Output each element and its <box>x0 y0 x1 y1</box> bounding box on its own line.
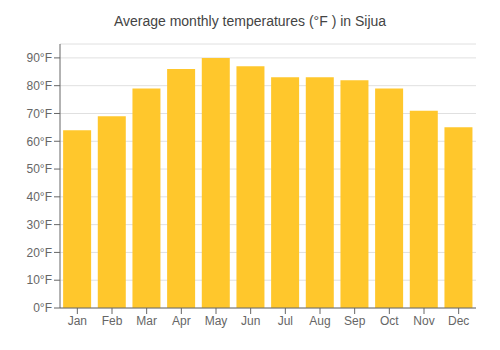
svg-text:0°F: 0°F <box>33 301 52 315</box>
svg-text:Jul: Jul <box>278 314 293 328</box>
svg-text:Dec: Dec <box>448 314 469 328</box>
svg-text:30°F: 30°F <box>27 218 52 232</box>
svg-text:Mar: Mar <box>136 314 157 328</box>
svg-text:90°F: 90°F <box>27 51 52 65</box>
svg-text:10°F: 10°F <box>27 273 52 287</box>
svg-text:Feb: Feb <box>102 314 123 328</box>
svg-text:40°F: 40°F <box>27 190 52 204</box>
svg-text:Sep: Sep <box>344 314 366 328</box>
svg-text:Jun: Jun <box>241 314 260 328</box>
svg-text:80°F: 80°F <box>27 79 52 93</box>
svg-text:Aug: Aug <box>309 314 330 328</box>
svg-text:May: May <box>205 314 228 328</box>
svg-text:50°F: 50°F <box>27 162 52 176</box>
html-text:Average monthly temperatures (: Average monthly temperatures (°F ) in Si… <box>113 13 387 29</box>
svg-text:Apr: Apr <box>172 314 191 328</box>
svg-text:70°F: 70°F <box>27 107 52 121</box>
svg-text:Jan: Jan <box>68 314 87 328</box>
svg-text:Oct: Oct <box>380 314 399 328</box>
svg-text:20°F: 20°F <box>27 246 52 260</box>
svg-text:Nov: Nov <box>413 314 434 328</box>
svg-text:60°F: 60°F <box>27 135 52 149</box>
